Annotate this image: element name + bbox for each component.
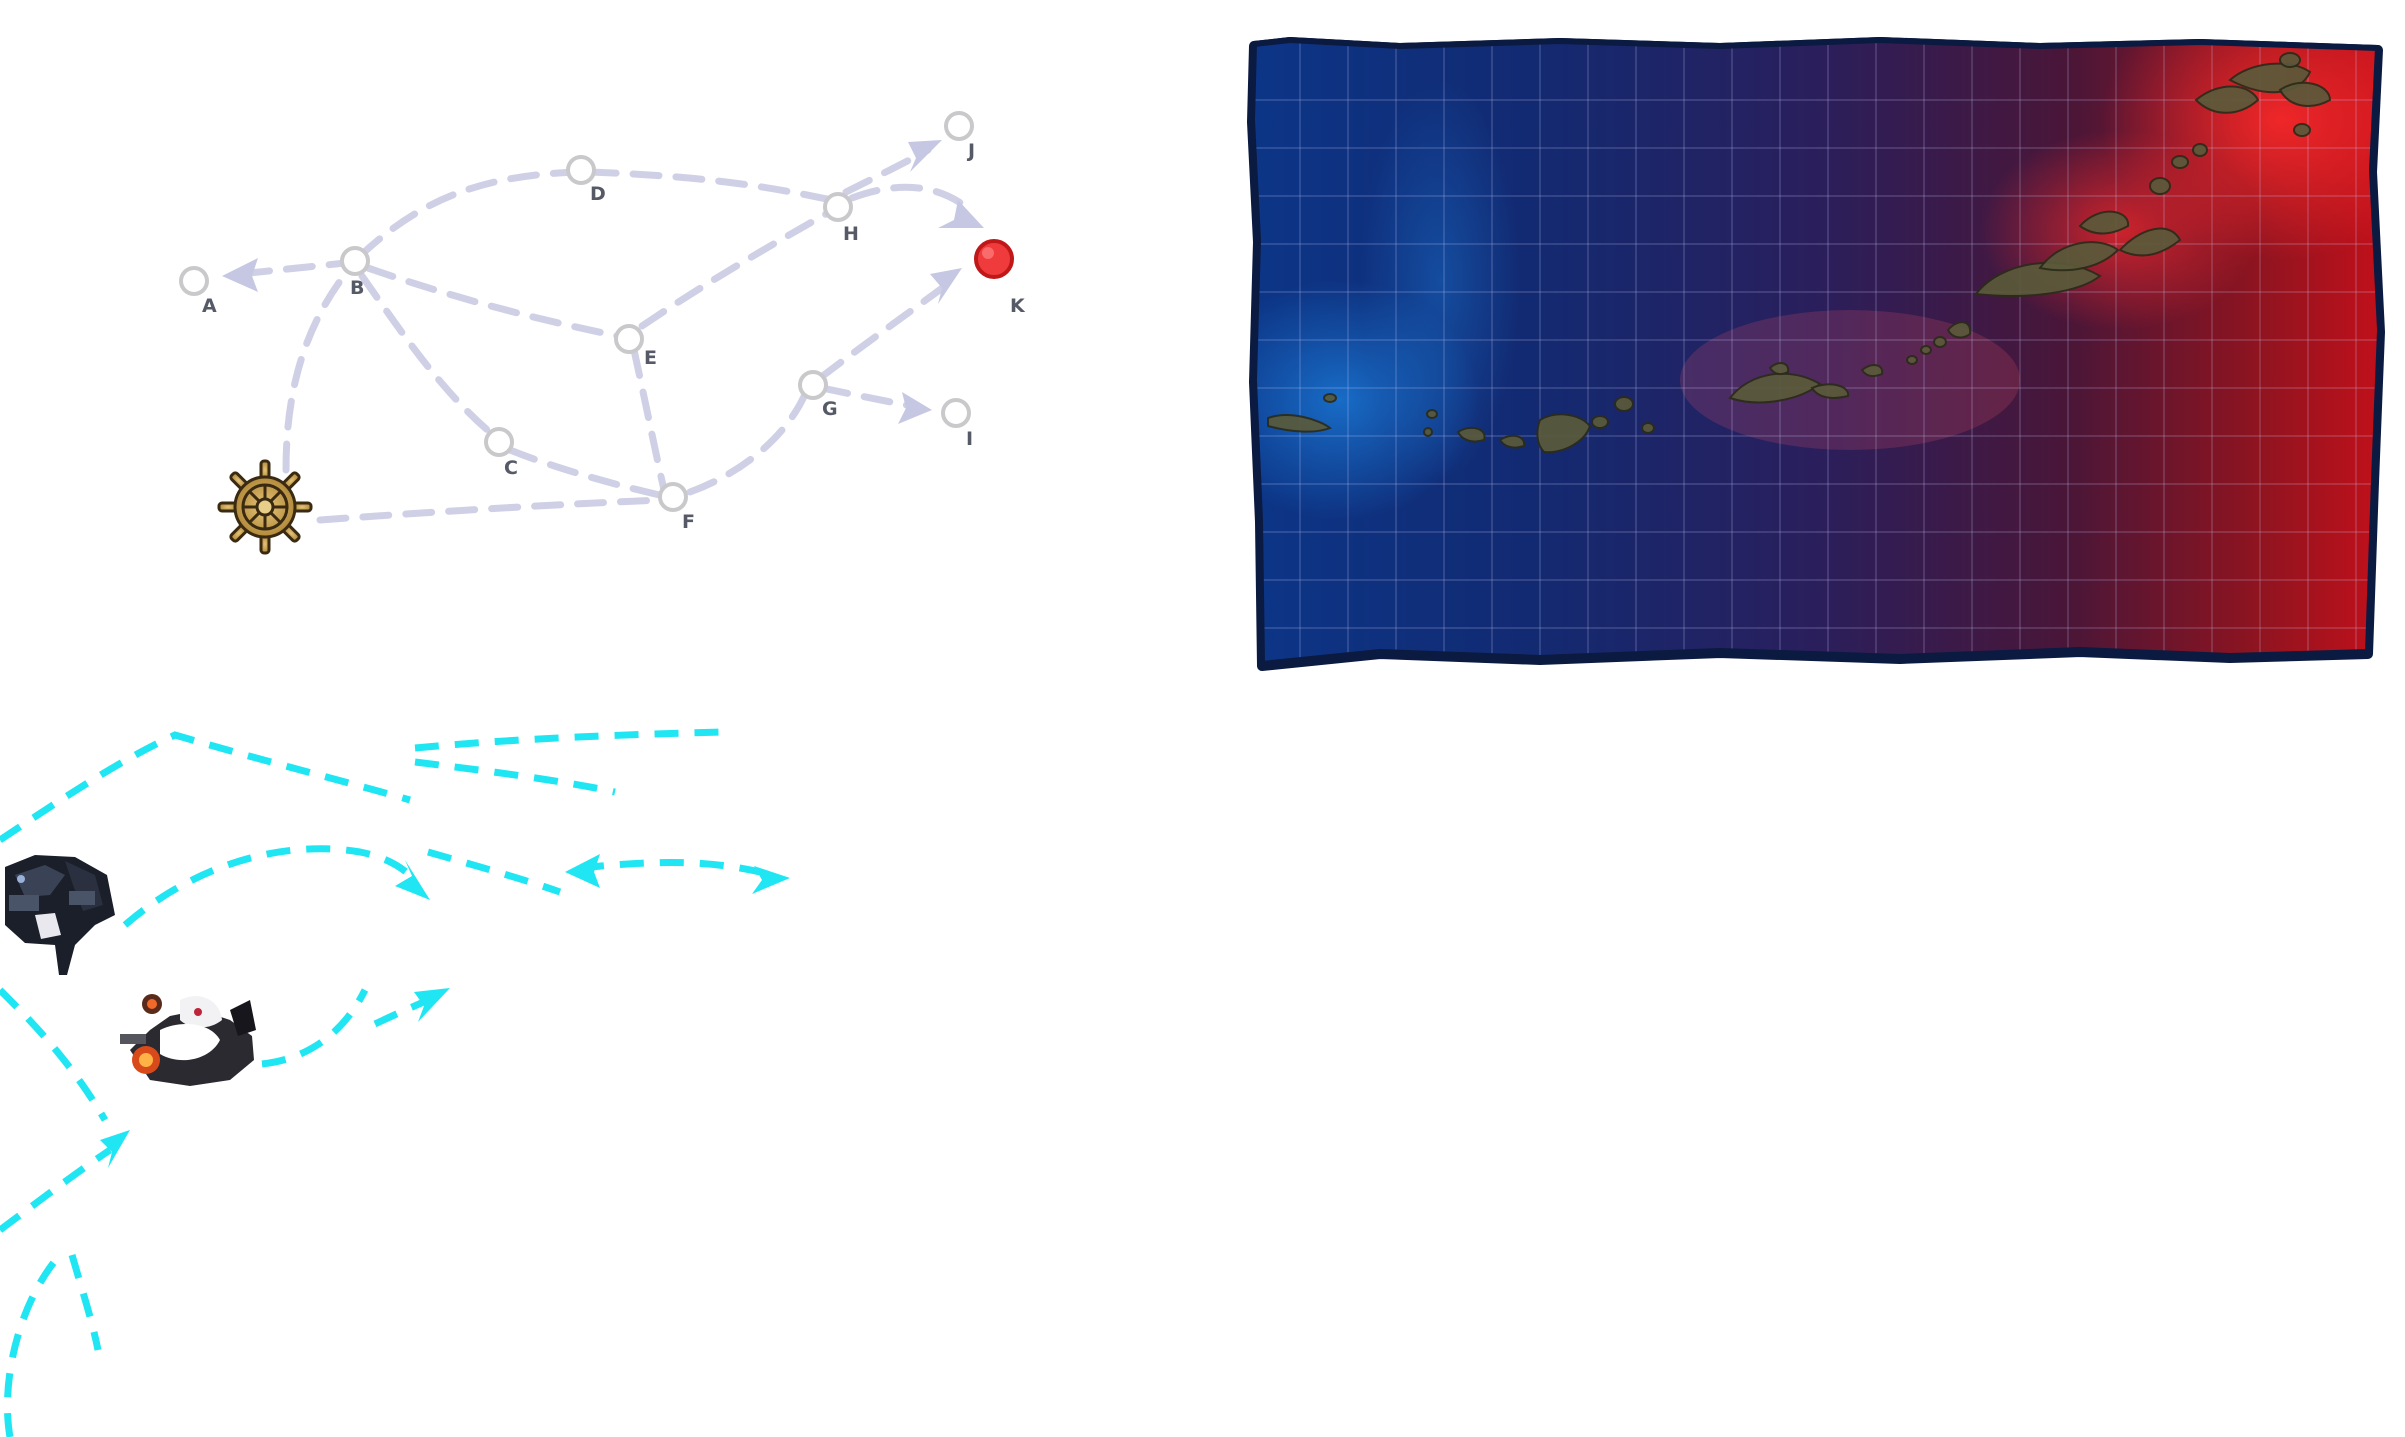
route-map: A B C D E F G H (179, 111, 1026, 555)
island-chain (1267, 52, 2332, 454)
ship-wheel-icon[interactable] (217, 459, 313, 555)
arrow-to-a (222, 258, 258, 292)
route-f-g (686, 388, 810, 496)
node-label-f: F (682, 511, 695, 533)
arrow-to-i (898, 392, 932, 424)
node-k-boss[interactable]: K (974, 239, 1026, 317)
route-e-h (638, 210, 830, 330)
route-b-a (236, 258, 359, 278)
node-label-e: E (644, 347, 657, 369)
cyan-path-9 (0, 987, 109, 1122)
sea-grid (1252, 40, 2380, 664)
node-label-k: K (1010, 295, 1026, 317)
cyan-path-6 (579, 859, 761, 876)
arrow-to-j (908, 140, 942, 172)
cyan-path-2 (414, 728, 726, 752)
node-label-i: I (966, 428, 973, 450)
node-h[interactable]: H (823, 192, 859, 245)
node-label-d: D (590, 183, 606, 205)
node-j[interactable]: J (944, 111, 975, 162)
arrow-overlay (0, 728, 790, 1437)
route-g-i (818, 384, 916, 410)
cyan-arrow-head-5 (100, 1130, 130, 1168)
route-start-b (282, 264, 354, 474)
cyan-arrow-head-2 (565, 854, 600, 888)
cyan-path-10 (0, 1147, 112, 1233)
cyan-arrow-head-1 (395, 860, 430, 900)
route-b-d (356, 168, 584, 260)
cyan-arrow-head-3 (752, 866, 790, 894)
node-c[interactable]: C (484, 427, 518, 479)
node-g[interactable]: G (798, 370, 838, 420)
route-d-h (586, 168, 836, 204)
node-label-b: B (350, 277, 364, 299)
cyan-path-12 (68, 1254, 102, 1351)
route-e-f (630, 346, 668, 494)
node-label-h: H (843, 223, 859, 245)
node-a[interactable]: A (179, 266, 217, 317)
route-b-e (364, 264, 622, 340)
route-c-f (506, 446, 668, 500)
route-b-c (358, 272, 496, 438)
node-i[interactable]: I (941, 398, 973, 450)
node-label-c: C (504, 457, 518, 479)
node-label-g: G (822, 398, 838, 420)
route-h-k (848, 183, 974, 214)
node-b[interactable]: B (340, 246, 370, 299)
cyan-path-7 (261, 988, 369, 1068)
cyan-path-5 (427, 848, 562, 896)
route-g-k (816, 282, 949, 382)
route-start-f (316, 496, 666, 524)
cyan-path-3 (414, 758, 616, 796)
cyan-path-1 (0, 731, 411, 843)
node-label-a: A (202, 295, 217, 317)
abyssal-ship-dark-icon (5, 855, 115, 975)
sea-map (1247, 37, 2385, 671)
node-d[interactable]: D (566, 155, 606, 205)
arrow-to-k-from-h (938, 200, 984, 228)
abyssal-princess-icon (120, 994, 256, 1086)
sea-map-frame (1249, 37, 2383, 667)
cyan-path-4 (122, 845, 418, 928)
node-f[interactable]: F (658, 482, 695, 533)
arrow-to-k-from-g (930, 268, 962, 304)
cyan-path-11 (4, 1252, 63, 1437)
node-label-j: J (966, 140, 975, 162)
cyan-arrow-head-4 (414, 988, 450, 1022)
node-e[interactable]: E (614, 324, 657, 369)
